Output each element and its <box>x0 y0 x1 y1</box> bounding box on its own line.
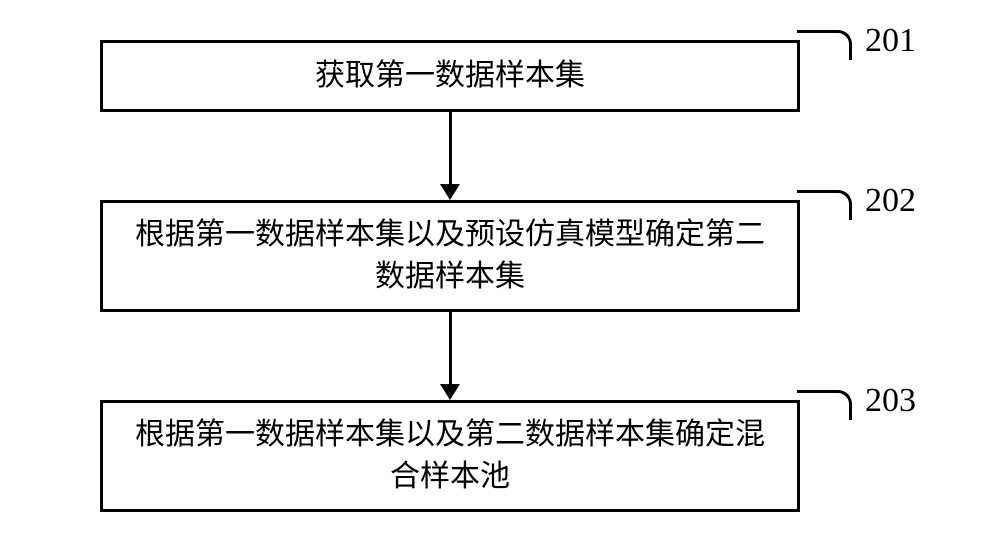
arrow-line <box>449 312 452 384</box>
step-box-201: 获取第一数据样本集 <box>100 40 800 112</box>
step-text: 根据第一数据样本集以及预设仿真模型确定第二数据样本集 <box>123 214 777 298</box>
step-connector-tick <box>797 190 852 220</box>
step-box-203: 根据第一数据样本集以及第二数据样本集确定混合样本池 <box>100 400 800 512</box>
step-label: 202 <box>865 182 916 220</box>
step-connector-tick <box>797 30 852 60</box>
step-text: 根据第一数据样本集以及第二数据样本集确定混合样本池 <box>123 414 777 498</box>
step-box-202: 根据第一数据样本集以及预设仿真模型确定第二数据样本集 <box>100 200 800 312</box>
arrow-head-icon <box>440 384 460 400</box>
arrow-head-icon <box>440 184 460 200</box>
step-connector-tick <box>797 390 852 420</box>
step-text: 获取第一数据样本集 <box>315 55 585 97</box>
step-label: 201 <box>865 22 916 60</box>
step-label: 203 <box>865 382 916 420</box>
arrow-line <box>449 112 452 184</box>
